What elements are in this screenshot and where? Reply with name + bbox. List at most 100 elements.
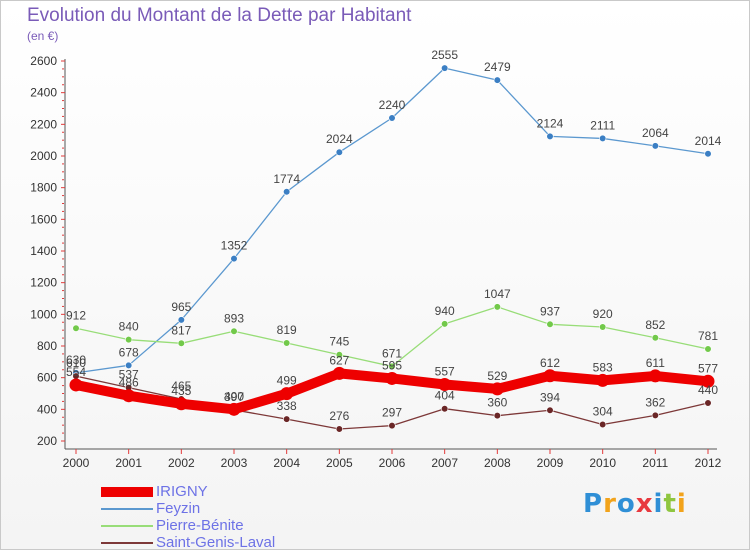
data-point xyxy=(651,411,659,419)
data-point xyxy=(227,402,241,416)
data-point xyxy=(283,415,291,423)
data-point xyxy=(701,374,715,388)
data-point xyxy=(174,397,188,411)
data-label: 394 xyxy=(540,390,560,404)
data-point xyxy=(177,316,185,324)
legend-label: Pierre-Bénite xyxy=(156,517,244,534)
data-label: 612 xyxy=(540,356,560,370)
x-tick-label: 2011 xyxy=(642,456,668,470)
legend-label: Saint-Genis-Laval xyxy=(156,534,276,551)
legend-label: Feyzin xyxy=(156,500,201,517)
chart-title: Evolution du Montant de la Dette par Hab… xyxy=(27,5,412,26)
legend-item: Feyzin xyxy=(101,500,321,517)
y-tick-label: 2000 xyxy=(30,149,57,163)
series-irigny xyxy=(69,366,715,416)
data-label: 611 xyxy=(646,356,665,370)
data-point xyxy=(651,142,659,150)
data-label: 912 xyxy=(66,308,86,322)
x-tick-label: 2008 xyxy=(484,456,511,470)
data-point xyxy=(332,366,346,380)
data-label: 840 xyxy=(119,320,139,334)
data-label: 678 xyxy=(119,345,139,359)
data-label: 1047 xyxy=(484,287,511,301)
x-tick-label: 2003 xyxy=(221,456,248,470)
data-point xyxy=(704,345,712,353)
series-saint-genis-laval xyxy=(72,372,712,433)
data-label: 937 xyxy=(540,304,560,318)
data-label: 276 xyxy=(329,409,349,423)
chart-unit: (en €) xyxy=(27,29,59,43)
x-tick-label: 2000 xyxy=(63,456,90,470)
data-point xyxy=(493,303,501,311)
data-label: 595 xyxy=(382,358,402,372)
series-pierre-b-nite xyxy=(72,303,712,371)
x-tick-label: 2007 xyxy=(431,456,458,470)
data-label: 920 xyxy=(593,307,613,321)
data-label: 297 xyxy=(382,406,402,420)
data-point xyxy=(599,134,607,143)
x-tick-label: 2010 xyxy=(589,456,616,470)
y-tick-label: 2200 xyxy=(30,117,57,131)
data-point xyxy=(546,406,554,414)
data-label: 435 xyxy=(171,384,191,398)
data-point xyxy=(280,387,294,401)
x-tick-label: 2004 xyxy=(273,456,300,470)
data-point xyxy=(69,378,83,392)
x-tick-label: 2002 xyxy=(168,456,195,470)
data-label: 1352 xyxy=(221,239,248,253)
data-label: 817 xyxy=(171,323,191,337)
data-label: 2014 xyxy=(695,134,722,148)
data-label: 404 xyxy=(435,389,455,403)
data-label: 2124 xyxy=(537,116,564,130)
data-point xyxy=(441,64,449,72)
data-label: 499 xyxy=(277,374,297,388)
data-label: 2479 xyxy=(484,60,511,74)
logo-letter: P xyxy=(583,489,604,519)
data-point xyxy=(388,362,396,371)
series-feyzin xyxy=(72,64,712,377)
data-label: 2240 xyxy=(379,98,406,112)
data-point xyxy=(335,148,343,156)
x-tick-label: 2006 xyxy=(379,456,406,470)
y-tick-label: 400 xyxy=(37,402,57,416)
data-label: 577 xyxy=(698,361,718,375)
x-tick-label: 2005 xyxy=(326,456,353,470)
data-point xyxy=(596,373,610,387)
data-label: 465 xyxy=(171,379,191,393)
data-label: 360 xyxy=(487,396,507,410)
logo-letter: o xyxy=(616,489,636,519)
data-label: 304 xyxy=(593,405,613,419)
proxiti-logo: Proxiti xyxy=(583,489,687,519)
data-point xyxy=(72,324,80,332)
data-point xyxy=(546,320,554,328)
data-label: 2064 xyxy=(642,126,669,140)
data-label: 1774 xyxy=(273,172,300,186)
data-label: 362 xyxy=(645,395,665,409)
data-label: 2555 xyxy=(431,48,458,62)
data-point xyxy=(230,327,238,335)
data-point xyxy=(388,422,396,430)
data-label: 630 xyxy=(66,353,86,367)
data-label: 440 xyxy=(698,383,718,397)
y-tick-label: 1400 xyxy=(30,244,57,258)
data-label: 819 xyxy=(277,323,297,337)
data-label: 671 xyxy=(382,346,402,360)
data-point xyxy=(125,361,133,369)
logo-letter: r xyxy=(603,489,617,519)
data-point xyxy=(177,339,185,347)
data-label: 529 xyxy=(487,369,507,383)
data-point xyxy=(704,150,712,158)
data-label: 537 xyxy=(119,368,139,382)
logo-letter: i xyxy=(653,489,664,519)
data-point xyxy=(385,371,399,385)
data-label: 557 xyxy=(435,364,455,378)
data-point xyxy=(648,369,662,383)
legend-label: IRIGNY xyxy=(156,483,208,500)
data-point xyxy=(230,255,238,263)
y-tick-label: 2600 xyxy=(30,54,57,68)
data-point xyxy=(599,420,607,429)
y-tick-label: 200 xyxy=(37,434,57,448)
data-point xyxy=(441,320,449,328)
data-label: 610 xyxy=(66,356,86,370)
